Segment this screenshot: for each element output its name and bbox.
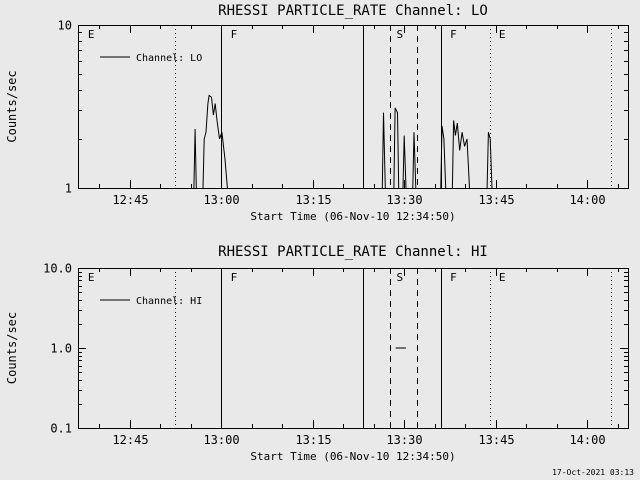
- flag-label-e: E: [88, 28, 95, 41]
- data-series-trace: [193, 128, 197, 189]
- data-series-trace: [451, 120, 470, 189]
- x-tick-label: 13:00: [203, 433, 239, 447]
- particle-rate-hi-chart: E F S F E 12:45 13:00 13:15 13:30 13:45 14:00 0.1 1.…: [5, 244, 629, 463]
- y-tick-label: 10: [58, 19, 72, 33]
- legend-label: Channel: LO: [136, 53, 202, 64]
- particle-rate-lo-chart: E F S F E 12:45 13:00 13:15 13:30 13:45 14:00 1 10 RH…: [5, 3, 629, 223]
- flag-label-f: F: [450, 28, 457, 41]
- x-tick-label: 13:30: [386, 433, 422, 447]
- x-tick-label: 12:45: [112, 433, 148, 447]
- y-axis-label: Counts/sec: [5, 312, 19, 384]
- y-tick-label: 1.0: [50, 342, 72, 356]
- flag-label-f: F: [231, 28, 238, 41]
- data-series-trace: [412, 132, 417, 189]
- y-axis-label: Counts/sec: [5, 70, 19, 142]
- flag-label-f: F: [450, 271, 457, 284]
- x-tick-label: 14:00: [569, 193, 605, 207]
- y-tick-label: 10.0: [43, 262, 72, 276]
- flag-label-s: S: [396, 28, 403, 41]
- data-series-trace: [440, 125, 447, 189]
- plot-box: [78, 25, 629, 189]
- x-tick-label: 14:00: [569, 433, 605, 447]
- flag-label-e: E: [88, 271, 95, 284]
- chart-title: RHESSI PARTICLE_RATE Channel: LO: [218, 3, 488, 19]
- x-axis-label: Start Time (06-Nov-10 12:34:50): [250, 210, 455, 223]
- data-series-trace: [393, 107, 400, 189]
- x-tick-label: 13:30: [386, 193, 422, 207]
- flag-label-e: E: [499, 28, 506, 41]
- data-series-trace: [486, 132, 493, 189]
- data-series-trace: [381, 112, 386, 189]
- y-tick-label: 0.1: [50, 422, 72, 436]
- flag-label-s: S: [396, 271, 403, 284]
- legend-label: Channel: HI: [136, 296, 202, 307]
- x-tick-label: 13:45: [478, 193, 514, 207]
- x-tick-label: 13:00: [203, 193, 239, 207]
- plot-box: [78, 268, 629, 429]
- plot-creation-timestamp: 17-Oct-2021 03:13: [552, 468, 634, 477]
- x-tick-label: 13:45: [478, 433, 514, 447]
- flag-label-e: E: [499, 271, 506, 284]
- x-tick-label: 13:15: [295, 193, 331, 207]
- data-series-trace: [202, 94, 228, 189]
- x-tick-label: 13:15: [295, 433, 331, 447]
- chart-title: RHESSI PARTICLE_RATE Channel: HI: [218, 244, 488, 260]
- flag-label-f: F: [231, 271, 238, 284]
- x-tick-label: 12:45: [112, 193, 148, 207]
- y-tick-label: 1: [65, 182, 72, 196]
- x-axis-label: Start Time (06-Nov-10 12:34:50): [250, 450, 455, 463]
- data-series-trace: [402, 135, 407, 189]
